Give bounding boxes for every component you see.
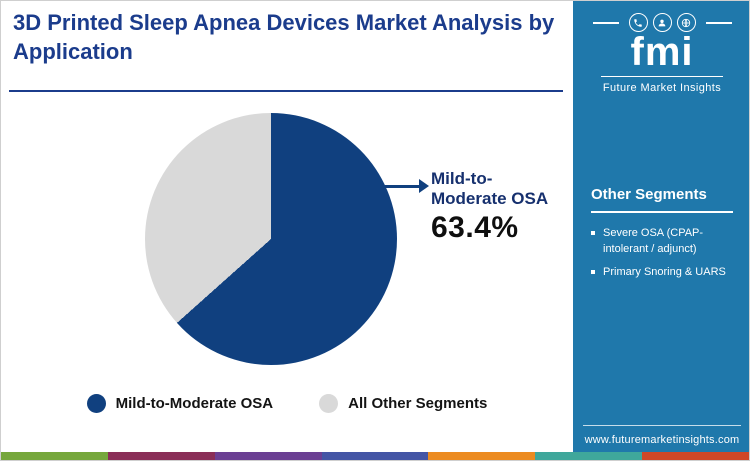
phone-icon bbox=[628, 13, 648, 32]
pie-callout: Mild-to- Moderate OSA 63.4% bbox=[431, 169, 548, 245]
logo-icons-row bbox=[573, 13, 749, 32]
logo-left-line bbox=[592, 21, 619, 24]
footer-strip-segment bbox=[214, 452, 322, 460]
sidebar: fmi Future Market Insights Other Segment… bbox=[573, 1, 749, 454]
logo-right-line bbox=[705, 21, 732, 24]
footer-strip bbox=[1, 452, 749, 460]
bullet-icon bbox=[591, 270, 595, 275]
legend-label: Mild-to-Moderate OSA bbox=[115, 395, 274, 412]
callout-value: 63.4% bbox=[431, 211, 519, 245]
list-item-label: Primary Snoring & UARS bbox=[603, 266, 726, 279]
fmi-logo: fmi Future Market Insights bbox=[573, 13, 749, 95]
title-divider bbox=[9, 90, 563, 92]
footer-strip-segment bbox=[1, 452, 108, 460]
person-icon bbox=[652, 13, 672, 32]
logo-text: fmi bbox=[630, 30, 694, 74]
other-segments-list: Severe OSA (CPAP-intolerant / adjunct) P… bbox=[591, 226, 733, 280]
list-item: Primary Snoring & UARS bbox=[591, 265, 733, 280]
globe-icon bbox=[676, 13, 696, 32]
legend-swatch-mild-to-moderate bbox=[86, 394, 106, 413]
list-item-label: Severe OSA (CPAP-intolerant / adjunct) bbox=[603, 227, 704, 255]
legend: Mild-to-Moderate OSA All Other Segments bbox=[1, 394, 573, 413]
callout-label-line2: Moderate OSA bbox=[431, 189, 549, 209]
legend-label: All Other Segments bbox=[348, 395, 488, 412]
legend-item: All Other Segments bbox=[319, 394, 487, 413]
footer-strip-segment bbox=[321, 452, 429, 460]
footer-strip-segment bbox=[107, 452, 215, 460]
bullet-icon bbox=[591, 231, 595, 236]
other-segments-title: Other Segments bbox=[591, 186, 707, 204]
website-url: www.futuremarketinsights.com bbox=[583, 425, 741, 446]
logo-subtext: Future Market Insights bbox=[602, 82, 722, 95]
callout-label-line1: Mild-to- bbox=[431, 169, 493, 188]
list-item: Severe OSA (CPAP-intolerant / adjunct) bbox=[591, 226, 733, 257]
footer-strip-segment bbox=[535, 452, 643, 460]
callout-line bbox=[379, 185, 421, 188]
legend-swatch-all-other bbox=[319, 394, 339, 413]
footer-strip-segment bbox=[428, 452, 536, 460]
page-title: 3D Printed Sleep Apnea Devices Market An… bbox=[13, 10, 555, 64]
other-segments-section: Other Segments Severe OSA (CPAP-intolera… bbox=[573, 186, 749, 280]
legend-item: Mild-to-Moderate OSA bbox=[86, 394, 274, 413]
footer-strip-segment bbox=[642, 452, 749, 460]
logo-divider bbox=[601, 75, 723, 78]
arrow-right-icon bbox=[419, 179, 429, 193]
other-segments-underline bbox=[591, 211, 733, 214]
pie-chart bbox=[145, 113, 397, 365]
chart-area: 3D Printed Sleep Apnea Devices Market An… bbox=[1, 1, 573, 454]
